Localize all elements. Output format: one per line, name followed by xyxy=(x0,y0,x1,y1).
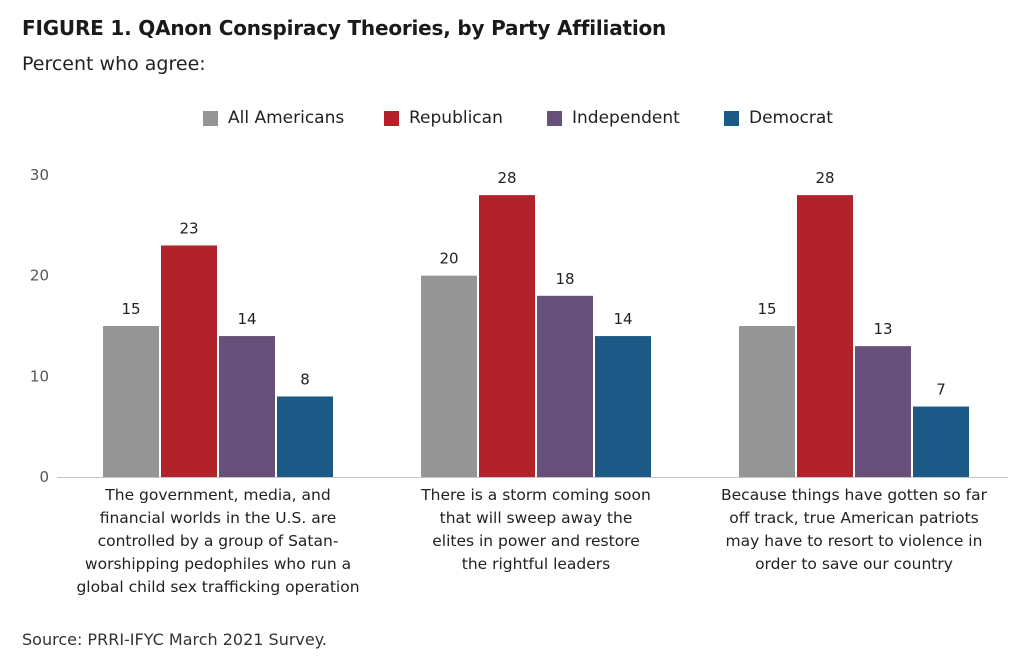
legend-label-independent: Independent xyxy=(572,108,680,128)
legend-swatch-republican xyxy=(384,110,399,126)
legend-item-all-americans: All Americans xyxy=(203,108,344,128)
bar xyxy=(739,326,795,477)
chart-subtitle: Percent who agree: xyxy=(22,53,206,75)
bar xyxy=(855,346,911,477)
bar-value-label: 14 xyxy=(613,310,632,328)
legend-swatch-all-americans xyxy=(203,110,218,126)
y-tick-label: 20 xyxy=(30,267,49,285)
bar-value-label: 15 xyxy=(757,300,776,318)
bar-value-label: 8 xyxy=(300,370,310,388)
bar xyxy=(103,326,159,477)
bar xyxy=(219,336,275,477)
legend-label-republican: Republican xyxy=(409,108,503,128)
bar-value-label: 7 xyxy=(936,381,946,399)
legend: All Americans Republican Independent Dem… xyxy=(0,108,1031,130)
bar xyxy=(537,295,593,477)
chart-title: FIGURE 1. QAnon Conspiracy Theories, by … xyxy=(22,16,667,40)
bar xyxy=(421,275,477,477)
bar-value-label: 28 xyxy=(815,169,834,187)
bar xyxy=(797,195,853,477)
bar-value-label: 20 xyxy=(439,250,458,268)
y-tick-label: 30 xyxy=(30,166,49,184)
x-category-label: The government, media, and financial worl… xyxy=(76,486,359,596)
source-note: Source: PRRI-IFYC March 2021 Survey. xyxy=(22,630,328,649)
bar-value-label: 28 xyxy=(497,169,516,187)
legend-label-all-americans: All Americans xyxy=(228,108,345,128)
y-tick-label: 10 xyxy=(30,367,49,385)
bar xyxy=(277,396,333,477)
bar xyxy=(161,245,217,477)
bar-value-label: 18 xyxy=(555,270,574,288)
legend-item-independent: Independent xyxy=(547,108,680,128)
bar xyxy=(595,336,651,477)
y-tick-label: 0 xyxy=(39,468,49,486)
x-category-label: There is a storm coming soon that will sw… xyxy=(420,486,651,573)
legend-swatch-independent xyxy=(547,110,562,126)
legend-item-republican: Republican xyxy=(384,108,503,128)
legend-swatch-democrat xyxy=(724,110,739,126)
legend-item-democrat: Democrat xyxy=(724,108,833,128)
bar-value-label: 23 xyxy=(179,219,198,237)
bar-value-label: 14 xyxy=(237,310,256,328)
x-category-label: Because things have gotten so far off tra… xyxy=(721,486,988,573)
bar xyxy=(479,195,535,477)
legend-label-democrat: Democrat xyxy=(749,108,833,128)
bar-value-label: 15 xyxy=(121,300,140,318)
bar xyxy=(913,406,969,477)
bar-value-label: 13 xyxy=(873,320,892,338)
